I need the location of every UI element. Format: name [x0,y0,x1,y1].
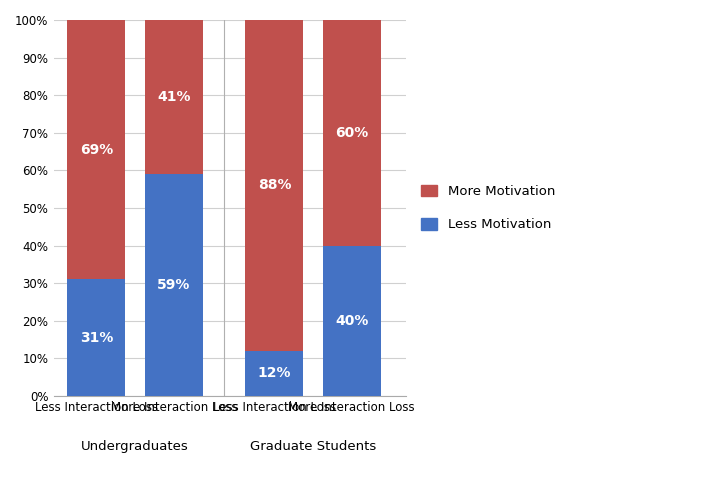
Text: Graduate Students: Graduate Students [250,440,376,454]
Text: 88%: 88% [258,178,291,192]
Text: 12%: 12% [258,366,291,381]
Bar [322,20,381,246]
Text: 69%: 69% [80,142,113,157]
Text: 31%: 31% [80,331,113,345]
Text: 40%: 40% [335,314,368,328]
Bar [68,280,125,396]
Text: 59%: 59% [157,278,191,292]
Bar [145,174,203,396]
Text: 60%: 60% [335,126,368,140]
Text: 41%: 41% [157,90,191,104]
Legend: More Motivation, Less Motivation: More Motivation, Less Motivation [416,179,560,237]
Bar [68,20,125,280]
Bar [246,20,303,351]
Text: Undergraduates: Undergraduates [81,440,189,454]
Bar [145,20,203,174]
Bar [322,246,381,396]
Bar [246,351,303,396]
